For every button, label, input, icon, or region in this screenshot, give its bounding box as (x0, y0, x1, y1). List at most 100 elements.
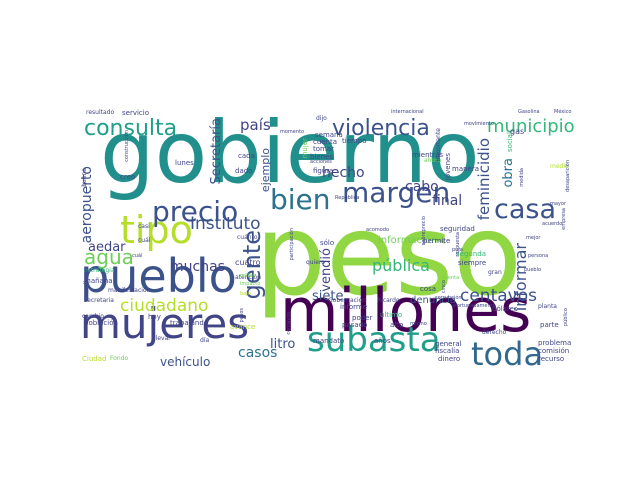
word: muchas (170, 259, 225, 275)
word: cabo (405, 179, 439, 195)
word: internacional (391, 109, 424, 115)
word: buena (81, 168, 88, 187)
word: fiscalía (435, 347, 460, 355)
word: feminicidio (475, 138, 493, 221)
word: trabajando (170, 319, 209, 327)
word: dado (235, 167, 253, 175)
word: mientras (412, 151, 444, 159)
word: margen (342, 176, 451, 209)
word: litro (270, 337, 296, 352)
word: cada (238, 152, 255, 160)
word: ahora (424, 157, 442, 164)
word: avance (230, 323, 256, 331)
word: manera (452, 165, 480, 173)
word: Gasolina (518, 109, 540, 115)
word: semana (315, 131, 343, 139)
word: violencia (332, 116, 430, 141)
word: ciudadano (120, 296, 209, 316)
word: Ciudad (82, 355, 107, 363)
word: cosa (420, 285, 437, 293)
word: bien (270, 183, 331, 216)
word: cambio (82, 313, 104, 320)
word: centavos (460, 286, 537, 306)
word: manifestación (108, 287, 151, 294)
word: impacto (240, 281, 261, 287)
word: construcción (124, 130, 130, 162)
word: bienes (310, 153, 334, 161)
word: millones (280, 276, 532, 346)
word: pueblo (524, 267, 542, 273)
word: aedar (88, 240, 126, 255)
word: estrategia (84, 267, 115, 274)
word: pasado (342, 321, 368, 329)
word: lunes (175, 159, 194, 167)
word: pueblo (80, 249, 237, 303)
word: problema (538, 339, 572, 347)
word: secretaria (84, 297, 114, 304)
word: pesos (239, 308, 245, 323)
word: peso (255, 191, 522, 321)
word: importante (435, 128, 442, 162)
word: Ricardo (377, 297, 400, 304)
word: Instituto (190, 214, 261, 234)
word: hoy (148, 313, 161, 321)
word: cuenta (442, 275, 460, 281)
word-cloud: peso gobierno millones pueblo mujeres ti… (80, 108, 576, 370)
word: cuál (132, 253, 143, 259)
word: Fondo (110, 355, 129, 362)
word: momento (280, 129, 305, 135)
word: público (563, 308, 569, 327)
word: planta (538, 303, 557, 310)
word: alto (390, 321, 404, 329)
word: cuenta (313, 138, 338, 146)
word: siete (312, 289, 344, 304)
word: centavos (286, 312, 292, 335)
word: mismo (410, 321, 427, 327)
word: jóvenes (444, 153, 452, 181)
word: acciones (310, 159, 332, 165)
word: derecho (482, 329, 507, 336)
word: final (432, 193, 463, 209)
word: seguridad (440, 225, 475, 233)
word: Secretaría (209, 118, 224, 185)
word: años (374, 337, 391, 345)
word: mandato (313, 337, 345, 345)
word: bajo (240, 291, 251, 297)
word: día (200, 337, 210, 344)
word: cuánto (237, 234, 258, 241)
word: información (378, 235, 438, 246)
word: llevar (154, 335, 171, 342)
word: movimiento (464, 121, 494, 127)
word: siempre (458, 259, 487, 267)
word: resultado (86, 109, 115, 116)
word: mayor (550, 201, 567, 207)
word: gobierno (100, 108, 480, 203)
word: hecho (322, 165, 365, 181)
word: creo (120, 173, 136, 181)
word: figura (313, 167, 334, 175)
word: atención (235, 274, 261, 281)
word: toda (471, 335, 544, 370)
word: República (335, 195, 360, 201)
word: medio (550, 163, 569, 170)
word: tomar (313, 145, 335, 153)
word: poder (352, 314, 373, 322)
word: sobreprecio (421, 216, 427, 246)
word: comisión (538, 347, 570, 355)
word: denuncia (410, 295, 456, 306)
word: municipio (487, 116, 575, 137)
word: gas (510, 127, 525, 136)
word: empresa (561, 208, 567, 230)
word: cuatro (235, 258, 261, 267)
word: tipo (120, 208, 193, 252)
word: agua (84, 245, 134, 269)
word: mejor (526, 235, 541, 241)
word: acomodo (366, 227, 390, 233)
word: dólares (492, 305, 518, 313)
word: Gobernación (328, 297, 367, 304)
word: servicio (122, 109, 149, 117)
word: participación (289, 228, 295, 261)
word: millón (240, 273, 256, 279)
word: segunda (456, 250, 487, 258)
word: quiero (306, 259, 325, 266)
